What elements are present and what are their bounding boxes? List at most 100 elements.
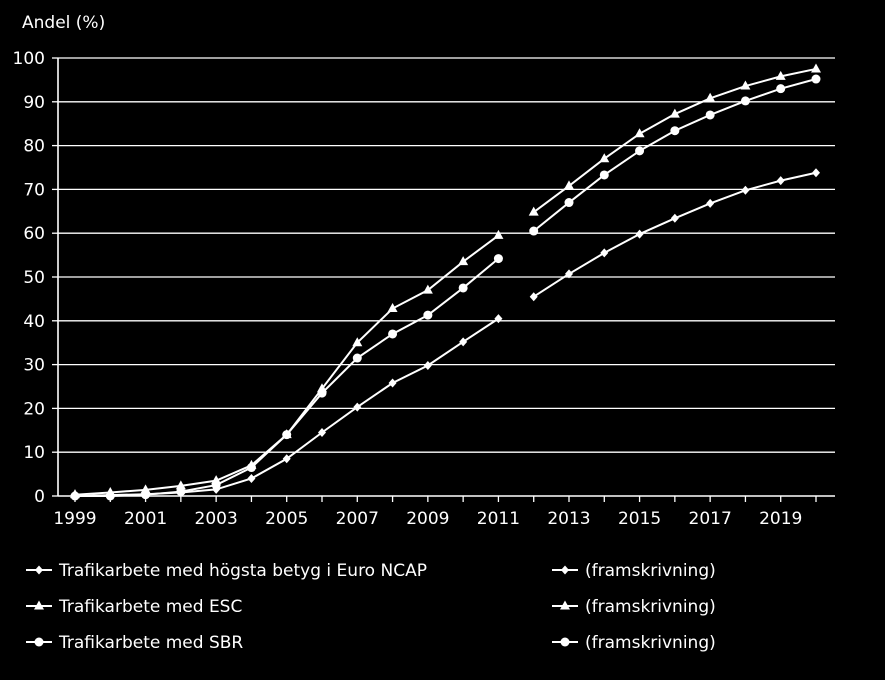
series-line-1	[533, 171, 817, 298]
x-tick-label: 2005	[265, 509, 308, 529]
data-point	[423, 360, 432, 370]
legend-label: (framskrivning)	[585, 597, 716, 617]
data-point	[247, 473, 256, 483]
y-axis-ticks: 0 10 20 30 40 50 60 70 80 90 100	[13, 49, 58, 507]
data-point	[564, 198, 574, 208]
legend-label: Trafikarbete med ESC	[58, 597, 242, 617]
data-point	[352, 337, 363, 347]
data-point	[211, 480, 221, 490]
series-0	[71, 314, 503, 501]
y-tick-label: 90	[23, 93, 45, 113]
data-point	[811, 63, 821, 73]
data-point	[776, 84, 786, 94]
legend: Trafikarbete med högsta betyg i Euro NCA…	[26, 561, 716, 653]
x-tick-label: 1999	[53, 509, 96, 529]
data-point	[635, 146, 645, 156]
y-tick-label: 40	[23, 312, 45, 332]
series-3	[528, 63, 821, 216]
x-tick-label: 2019	[759, 509, 802, 529]
x-axis-ticks: 1999 2001 2003 2005 2007 2009 2011 2013 2015 2017…	[53, 496, 817, 529]
x-tick-label: 2007	[336, 509, 379, 529]
data-point	[175, 480, 186, 490]
data-point	[493, 254, 503, 264]
data-point	[423, 310, 433, 320]
data-point	[776, 176, 785, 186]
legend-item-1: (framskrivning)	[552, 561, 716, 581]
legend-marker	[34, 637, 44, 647]
legend-marker	[34, 600, 44, 610]
data-point	[353, 402, 362, 412]
series-1	[529, 168, 820, 302]
x-tick-label: 2001	[124, 509, 167, 529]
data-point	[105, 491, 115, 501]
data-point	[528, 206, 539, 216]
data-point	[775, 70, 786, 80]
data-point	[599, 170, 609, 180]
data-point	[494, 314, 503, 324]
x-tick-label: 2003	[195, 509, 238, 529]
data-point	[740, 80, 751, 90]
x-tick-label: 2013	[547, 509, 590, 529]
data-point	[317, 388, 327, 398]
y-tick-label: 50	[23, 268, 45, 288]
data-point	[246, 463, 256, 473]
data-point	[352, 353, 362, 363]
data-point	[422, 284, 433, 294]
data-point	[706, 198, 715, 208]
data-point	[388, 329, 398, 339]
y-tick-label: 80	[23, 137, 45, 157]
grid-lines	[58, 57, 835, 453]
data-point	[670, 213, 679, 223]
data-point	[493, 229, 504, 239]
data-point	[811, 74, 821, 84]
data-point	[458, 283, 468, 293]
y-tick-label: 100	[13, 49, 45, 69]
legend-item-2: Trafikarbete med ESC	[26, 597, 242, 617]
series-group	[70, 63, 821, 501]
data-point	[670, 126, 680, 136]
y-tick-label: 10	[23, 443, 45, 463]
legend-label: (framskrivning)	[585, 561, 716, 581]
y-tick-label: 70	[23, 180, 45, 200]
legend-marker	[561, 565, 569, 575]
x-tick-label: 2017	[689, 509, 732, 529]
y-tick-label: 20	[23, 399, 45, 419]
data-point	[387, 303, 398, 313]
series-5	[529, 74, 821, 236]
data-point	[70, 491, 80, 501]
legend-marker	[560, 600, 570, 610]
data-point	[565, 269, 573, 279]
data-point	[282, 430, 292, 440]
data-point	[176, 487, 186, 497]
x-tick-label: 2009	[406, 509, 449, 529]
data-point	[141, 490, 151, 500]
data-point	[812, 168, 820, 178]
legend-label: Trafikarbete med högsta betyg i Euro NCA…	[58, 561, 427, 581]
series-4	[70, 254, 503, 501]
data-point	[600, 248, 609, 258]
data-point	[740, 96, 750, 106]
legend-label: Trafikarbete med SBR	[58, 633, 243, 653]
x-tick-label: 2015	[618, 509, 661, 529]
y-axis-label: Andel (%)	[22, 13, 105, 33]
data-point	[669, 108, 680, 118]
data-point	[705, 110, 715, 120]
legend-marker	[35, 565, 43, 575]
series-line-0	[74, 317, 499, 497]
data-point	[634, 128, 645, 138]
legend-item-5: (framskrivning)	[552, 633, 716, 653]
data-point	[459, 337, 468, 347]
y-tick-label: 60	[23, 224, 45, 244]
data-point	[705, 92, 716, 102]
legend-item-0: Trafikarbete med högsta betyg i Euro NCA…	[26, 561, 427, 581]
data-point	[458, 256, 469, 266]
data-point	[564, 180, 574, 190]
data-point	[741, 185, 750, 195]
legend-item-4: Trafikarbete med SBR	[26, 633, 243, 653]
y-tick-label: 0	[34, 487, 45, 507]
legend-label: (framskrivning)	[585, 633, 716, 653]
data-point	[318, 427, 326, 437]
data-point	[529, 226, 539, 236]
data-point	[599, 153, 610, 163]
